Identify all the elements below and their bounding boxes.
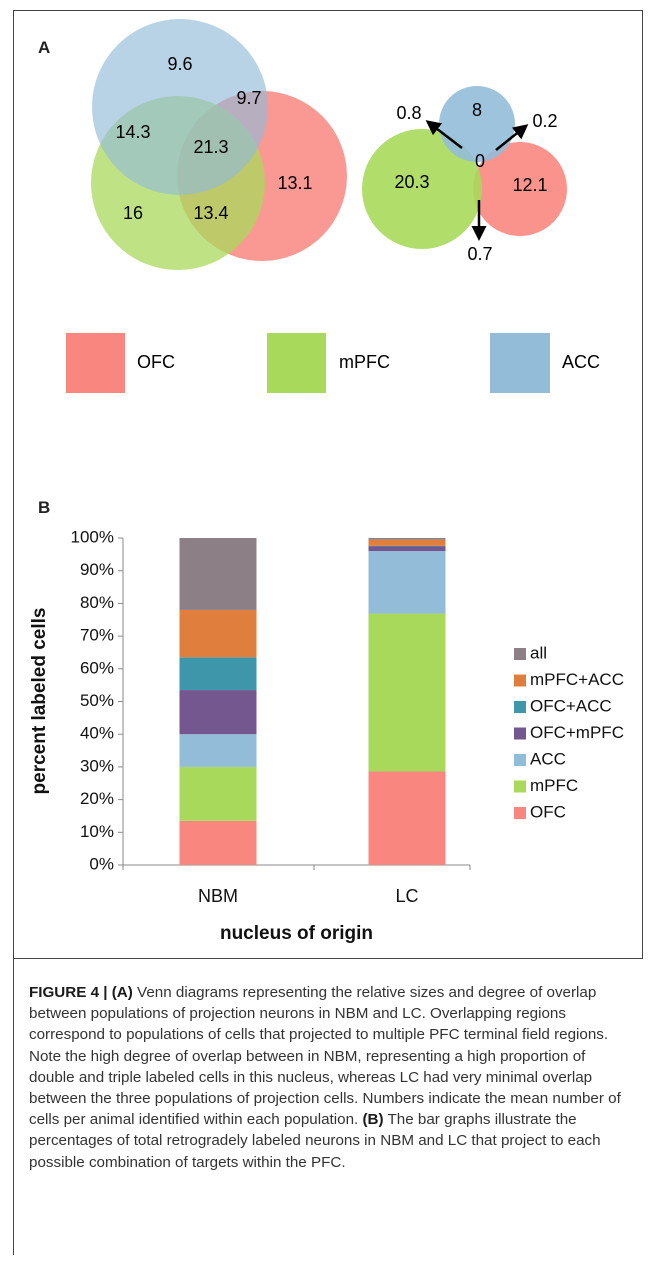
y-tick-label: 90% [80,560,114,579]
caption-b-label: (B) [362,1111,384,1129]
y-tick-label: 40% [80,724,114,743]
legend-swatch [514,674,526,687]
bar-segment [179,766,257,821]
bar-segment [368,771,446,865]
lc-mpfc-ofc-value: 0.7 [467,244,492,264]
nbm-acc-ofc-value: 9.7 [236,88,261,108]
lc-mpfc-circle [362,129,482,249]
lc-acc-only-value: 8 [472,100,482,120]
panel-b-label: B [38,498,51,517]
y-axis-title: percent labeled cells [29,608,50,795]
legend-label: all [530,643,547,662]
nbm-ofc-only-value: 13.1 [277,173,312,193]
legend-swatch [514,701,526,713]
lc-mpfc-only-value: 20.3 [394,172,429,192]
legend-swatch [514,754,526,766]
legend-label: OFC [530,802,566,821]
lc-arrow-mpfc-acc [425,120,463,149]
legend-label: OFC+mPFC [530,723,624,742]
caption-left-rule [13,958,14,1255]
y-tick-label: 100% [71,527,114,546]
legend-swatch-acc [490,333,550,393]
lc-arrow-acc-ofc [495,124,529,151]
y-tick-label: 60% [80,658,114,677]
figure-caption: FIGURE 4 | (A) Venn diagrams representin… [29,982,634,1173]
legend-label-acc: ACC [562,352,600,372]
x-tick-label: LC [395,886,418,906]
nbm-mpfc-ofc-value: 13.4 [193,203,228,223]
bar-segment [368,539,446,546]
y-tick-label: 50% [80,691,114,710]
legend-swatch [514,727,526,740]
bar-segment [179,690,257,735]
nbm-mpfc-only-value: 16 [123,203,143,223]
lc-ofc-only-value: 12.1 [512,175,547,195]
legend-label: OFC+ACC [530,696,612,715]
y-tick-label: 10% [80,822,114,841]
figure-frame [13,10,643,958]
nbm-venn: 9.6 9.7 14.3 21.3 13.1 16 13.4 [91,19,347,270]
legend-label-ofc: OFC [137,352,175,372]
bar-segment [179,657,257,691]
venn-diagrams: 9.6 9.7 14.3 21.3 13.1 16 13.4 8 0 20.3 … [66,19,600,393]
lc-ofc-circle [473,142,567,236]
legend-swatch [514,780,526,793]
bar-segment [179,734,257,767]
nbm-acc-circle [92,19,268,195]
legend-swatch-mpfc [267,333,326,393]
legend-swatch-ofc [66,333,125,393]
lc-all-value: 0 [475,151,485,171]
legend-label-mpfc: mPFC [339,352,390,372]
caption-lead: FIGURE 4 | (A) [29,984,133,1001]
nbm-acc-only-value: 9.6 [167,54,192,74]
legend-label: ACC [530,749,566,768]
stacked-bar-chart: 0% 10% 20% 30% 40% 50% 60% 70% 80% 90% 100% NBM LC nu… [29,527,624,944]
bar-segment [368,545,446,547]
panel-a-label: A [38,38,51,57]
bar-segment [368,546,446,552]
legend-label: mPFC [530,776,578,795]
y-tick-label: 30% [80,756,114,775]
legend-swatch [514,648,526,660]
caption-text-b: The bar graphs illustrate the percentage… [29,1111,601,1171]
caption-text-a: Venn diagrams representing the relative … [29,984,621,1129]
lc-mpfc-acc-value: 0.8 [396,103,421,123]
y-tick-label: 20% [80,789,114,808]
bar-segment [368,551,446,614]
y-tick-label: 0% [89,854,114,873]
bar-segment [179,609,257,658]
legend-label: mPFC+ACC [530,670,624,689]
x-tick-label: NBM [198,886,238,906]
nbm-all-value: 21.3 [193,137,228,157]
nbm-mpfc-acc-value: 14.3 [115,122,150,142]
lc-venn: 8 0 20.3 12.1 0.8 0.2 0.7 [362,86,567,264]
y-tick-label: 70% [80,626,114,645]
bar-segment [179,820,257,865]
bar-segment [368,613,446,772]
bar-segment [179,538,257,610]
lc-acc-circle [439,86,515,162]
legend-swatch [514,807,526,819]
y-tick-label: 80% [80,593,114,612]
lc-acc-ofc-value: 0.2 [532,111,557,131]
x-axis-title: nucleus of origin [220,923,373,944]
bar-segment [368,538,446,540]
caption-divider [13,958,643,959]
venn-legend: OFC mPFC ACC [66,333,600,393]
